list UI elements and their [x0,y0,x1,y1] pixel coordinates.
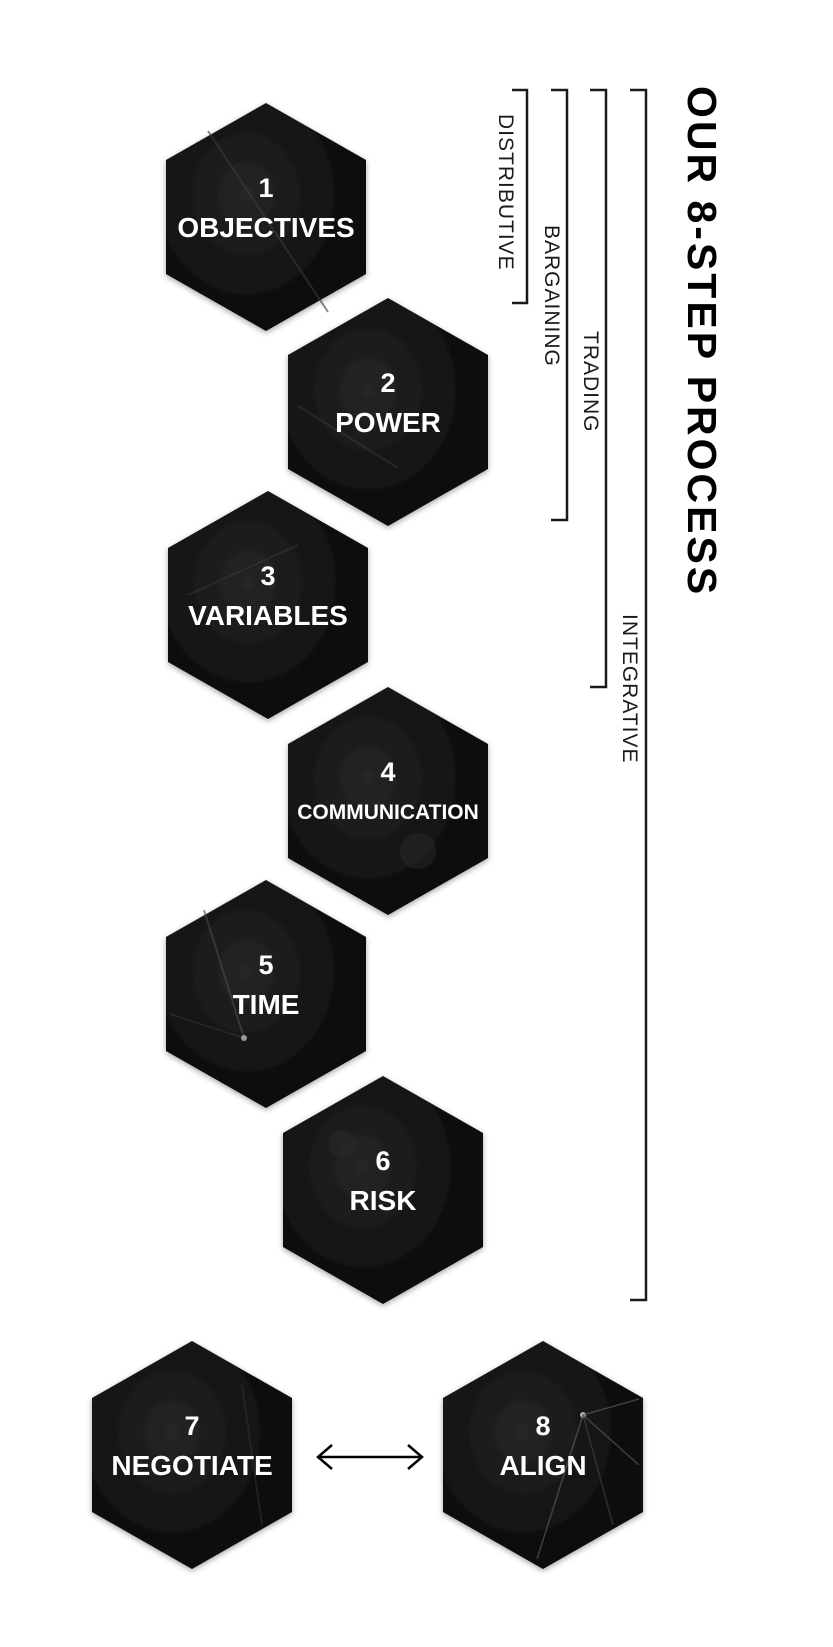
step-hex-2: 2 POWER [288,298,488,526]
step-number: 5 [258,950,273,980]
bracket-label: TRADING [579,331,602,433]
step-hex-5: 5 TIME [166,880,366,1108]
step-hex-3: 3 VARIABLES [168,491,368,719]
bracket-label: INTEGRATIVE [618,614,641,763]
step-label: OBJECTIVES [177,212,354,243]
step-label: ALIGN [499,1450,586,1481]
bracket-label: BARGAINING [540,225,563,367]
step-number: 7 [184,1411,199,1441]
bracket-integrative: INTEGRATIVE [618,88,648,1302]
step-label: POWER [335,407,441,438]
step-hex-1: 1 OBJECTIVES [166,103,366,331]
step-number: 4 [380,757,395,787]
bracket-bargaining: BARGAINING [540,88,569,522]
hexagon-shape [168,491,368,719]
step-hex-6: 6 RISK [283,1076,483,1304]
step-number: 3 [260,561,275,591]
step-label: VARIABLES [188,600,348,631]
hexagon-shape [92,1341,292,1569]
step-number: 6 [375,1146,390,1176]
hexagon-shape [288,298,488,526]
bracket-trading: TRADING [579,88,608,689]
step-label: COMMUNICATION [297,801,479,824]
step-number: 2 [380,368,395,398]
step-hex-4: 4 COMMUNICATION [288,687,488,915]
step-label: NEGOTIATE [111,1450,272,1481]
step-number: 8 [535,1411,550,1441]
step-label: RISK [350,1185,417,1216]
step-hex-8: 8 ALIGN [443,1341,643,1569]
double-arrow-icon [316,1444,424,1470]
hexagon-shape [166,880,366,1108]
hexagon-shape [443,1341,643,1569]
hexagon-shape [283,1076,483,1304]
step-hex-7: 7 NEGOTIATE [92,1341,292,1569]
bracket-label: DISTRIBUTIVE [494,114,517,271]
step-number: 1 [258,173,273,203]
bracket-distributive: DISTRIBUTIVE [494,88,529,305]
page-title: OUR 8-STEP PROCESS [679,86,725,597]
hexagon-shape [288,687,488,915]
step-label: TIME [233,989,300,1020]
